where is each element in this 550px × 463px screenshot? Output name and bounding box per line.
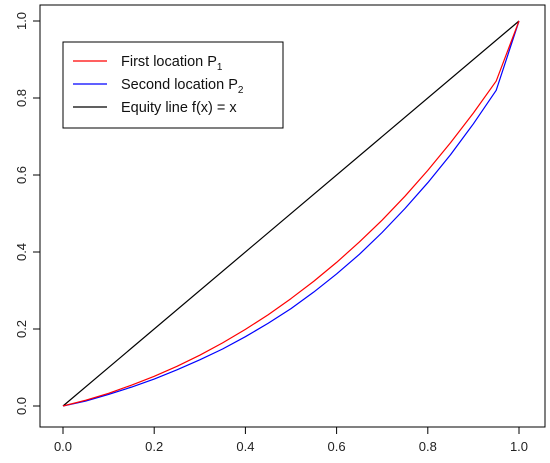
x-tick-label: 0.0 bbox=[54, 439, 72, 454]
x-tick-label: 0.8 bbox=[419, 439, 437, 454]
y-tick-label: 1.0 bbox=[14, 12, 29, 30]
series-line-second-location bbox=[62, 20, 520, 407]
y-tick-label: 0.6 bbox=[14, 166, 29, 184]
x-tick-label: 0.6 bbox=[328, 439, 346, 454]
legend-label-equity: Equity line f(x) = x bbox=[121, 100, 237, 116]
y-tick-label: 0.0 bbox=[14, 397, 29, 415]
x-tick-label: 0.2 bbox=[145, 439, 163, 454]
series-line-first-location bbox=[62, 20, 520, 407]
y-tick-label: 0.8 bbox=[14, 89, 29, 107]
x-tick-label: 1.0 bbox=[510, 439, 528, 454]
series-layer bbox=[62, 20, 520, 407]
y-tick-label: 0.4 bbox=[14, 243, 29, 261]
legend-label-second: Second location P2 bbox=[121, 77, 244, 96]
y-tick-label: 0.2 bbox=[14, 320, 29, 338]
legend: First location P1 Second location P2 Equ… bbox=[62, 41, 284, 129]
axes: 0.0 0.2 0.4 0.6 0.8 1.0 0.0 0.2 0.4 0.6 0.8 1.0 bbox=[14, 12, 528, 454]
series-line-equity bbox=[62, 20, 520, 407]
legend-label-first: First location P1 bbox=[121, 54, 223, 73]
legend-box bbox=[62, 41, 284, 129]
x-tick-label: 0.4 bbox=[236, 439, 254, 454]
